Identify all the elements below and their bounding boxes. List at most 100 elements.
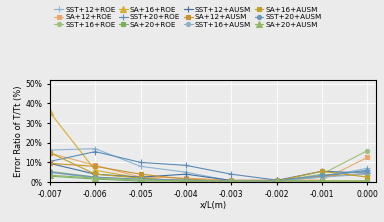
SA+12+ROE <box>48 152 52 155</box>
SST+12+AUSM <box>319 170 324 172</box>
Line: SA+16+ROE: SA+16+ROE <box>47 109 370 184</box>
X-axis label: x/L(m): x/L(m) <box>200 201 227 210</box>
SA+16+AUSM <box>229 180 233 182</box>
SST+20+ROE <box>138 161 143 164</box>
SA+16+ROE <box>319 180 324 182</box>
SA+12+AUSM <box>229 180 233 182</box>
SA+16+AUSM <box>319 170 324 172</box>
SA+20+AUSM <box>274 180 279 182</box>
SA+20+ROE <box>138 180 143 182</box>
SA+12+AUSM <box>48 162 52 165</box>
SST+16+AUSM <box>365 173 369 176</box>
SA+12+AUSM <box>365 173 369 176</box>
SST+12+ROE <box>93 147 98 150</box>
SST+16+ROE <box>274 180 279 182</box>
Line: SA+12+ROE: SA+12+ROE <box>48 151 369 182</box>
SA+16+ROE <box>365 180 369 182</box>
SST+16+ROE <box>319 173 324 176</box>
SA+12+AUSM <box>93 165 98 168</box>
SST+12+AUSM <box>93 173 98 176</box>
SST+20+AUSM <box>48 171 52 174</box>
SST+16+AUSM <box>93 177 98 179</box>
Y-axis label: Error Ratio of T/Tt (%): Error Ratio of T/Tt (%) <box>13 85 23 177</box>
SA+20+ROE <box>93 178 98 180</box>
SST+12+ROE <box>184 171 188 174</box>
SST+16+AUSM <box>48 171 52 174</box>
SST+12+AUSM <box>274 179 279 182</box>
SA+16+ROE <box>229 180 233 182</box>
SA+16+AUSM <box>48 151 52 154</box>
SA+16+ROE <box>274 180 279 182</box>
SA+12+AUSM <box>138 173 143 176</box>
SST+12+ROE <box>138 165 143 168</box>
SST+20+AUSM <box>138 178 143 180</box>
SST+12+ROE <box>274 180 279 182</box>
SA+12+ROE <box>274 179 279 181</box>
SA+16+ROE <box>93 169 98 172</box>
SST+12+ROE <box>319 176 324 178</box>
SST+12+ROE <box>365 167 369 170</box>
SA+20+ROE <box>365 180 369 182</box>
Line: SA+12+AUSM: SA+12+AUSM <box>48 161 369 183</box>
SA+20+ROE <box>48 175 52 177</box>
SA+20+ROE <box>319 180 324 182</box>
SST+12+AUSM <box>365 172 369 174</box>
SST+12+ROE <box>48 149 52 151</box>
SST+12+AUSM <box>48 162 52 165</box>
SST+20+ROE <box>229 173 233 176</box>
SST+16+ROE <box>365 149 369 152</box>
SA+20+AUSM <box>229 180 233 182</box>
SA+12+ROE <box>184 177 188 179</box>
SST+16+AUSM <box>274 180 279 182</box>
SA+20+AUSM <box>138 179 143 181</box>
SST+20+AUSM <box>319 174 324 176</box>
SST+16+ROE <box>229 180 233 182</box>
SST+20+ROE <box>48 160 52 163</box>
Line: SA+20+ROE: SA+20+ROE <box>48 174 369 183</box>
SA+12+ROE <box>138 176 143 178</box>
SST+16+AUSM <box>138 179 143 181</box>
SA+12+ROE <box>93 164 98 167</box>
SST+20+ROE <box>184 164 188 167</box>
SST+20+ROE <box>93 150 98 153</box>
Line: SA+20+AUSM: SA+20+AUSM <box>47 172 370 184</box>
SA+20+AUSM <box>48 174 52 176</box>
Legend: SST+12+ROE, SA+12+ROE, SST+16+ROE, SA+16+ROE, SST+20+ROE, SA+20+ROE, SST+12+AUSM: SST+12+ROE, SA+12+ROE, SST+16+ROE, SA+16… <box>53 6 323 28</box>
SA+16+ROE <box>138 177 143 179</box>
SST+16+ROE <box>93 176 98 178</box>
SA+12+AUSM <box>319 175 324 177</box>
SST+12+AUSM <box>229 179 233 182</box>
SA+20+ROE <box>184 180 188 182</box>
SA+16+AUSM <box>184 180 188 182</box>
SST+20+ROE <box>365 169 369 172</box>
SA+16+AUSM <box>93 173 98 176</box>
SST+20+AUSM <box>365 170 369 172</box>
Line: SST+12+AUSM: SST+12+AUSM <box>47 161 370 183</box>
SST+12+AUSM <box>138 176 143 178</box>
SA+12+ROE <box>229 179 233 181</box>
SST+16+ROE <box>184 179 188 181</box>
Line: SA+16+AUSM: SA+16+AUSM <box>48 151 369 183</box>
SA+20+AUSM <box>365 180 369 182</box>
Line: SST+16+ROE: SST+16+ROE <box>48 149 369 183</box>
SA+12+AUSM <box>274 180 279 182</box>
SA+16+AUSM <box>138 177 143 179</box>
SST+20+AUSM <box>274 180 279 182</box>
SA+20+AUSM <box>319 180 324 182</box>
SST+16+ROE <box>138 179 143 181</box>
SA+20+ROE <box>274 180 279 182</box>
Line: SST+16+AUSM: SST+16+AUSM <box>48 170 369 183</box>
SST+16+AUSM <box>229 180 233 182</box>
SA+16+AUSM <box>274 180 279 182</box>
Line: SST+20+ROE: SST+20+ROE <box>47 149 370 183</box>
SST+16+AUSM <box>184 179 188 182</box>
SST+20+AUSM <box>184 179 188 181</box>
SA+12+AUSM <box>184 178 188 180</box>
SST+16+AUSM <box>319 176 324 178</box>
SST+20+AUSM <box>229 180 233 182</box>
SA+20+AUSM <box>93 177 98 179</box>
SA+20+AUSM <box>184 180 188 182</box>
SA+12+ROE <box>319 179 324 181</box>
SA+20+ROE <box>229 180 233 182</box>
SST+20+AUSM <box>93 176 98 178</box>
